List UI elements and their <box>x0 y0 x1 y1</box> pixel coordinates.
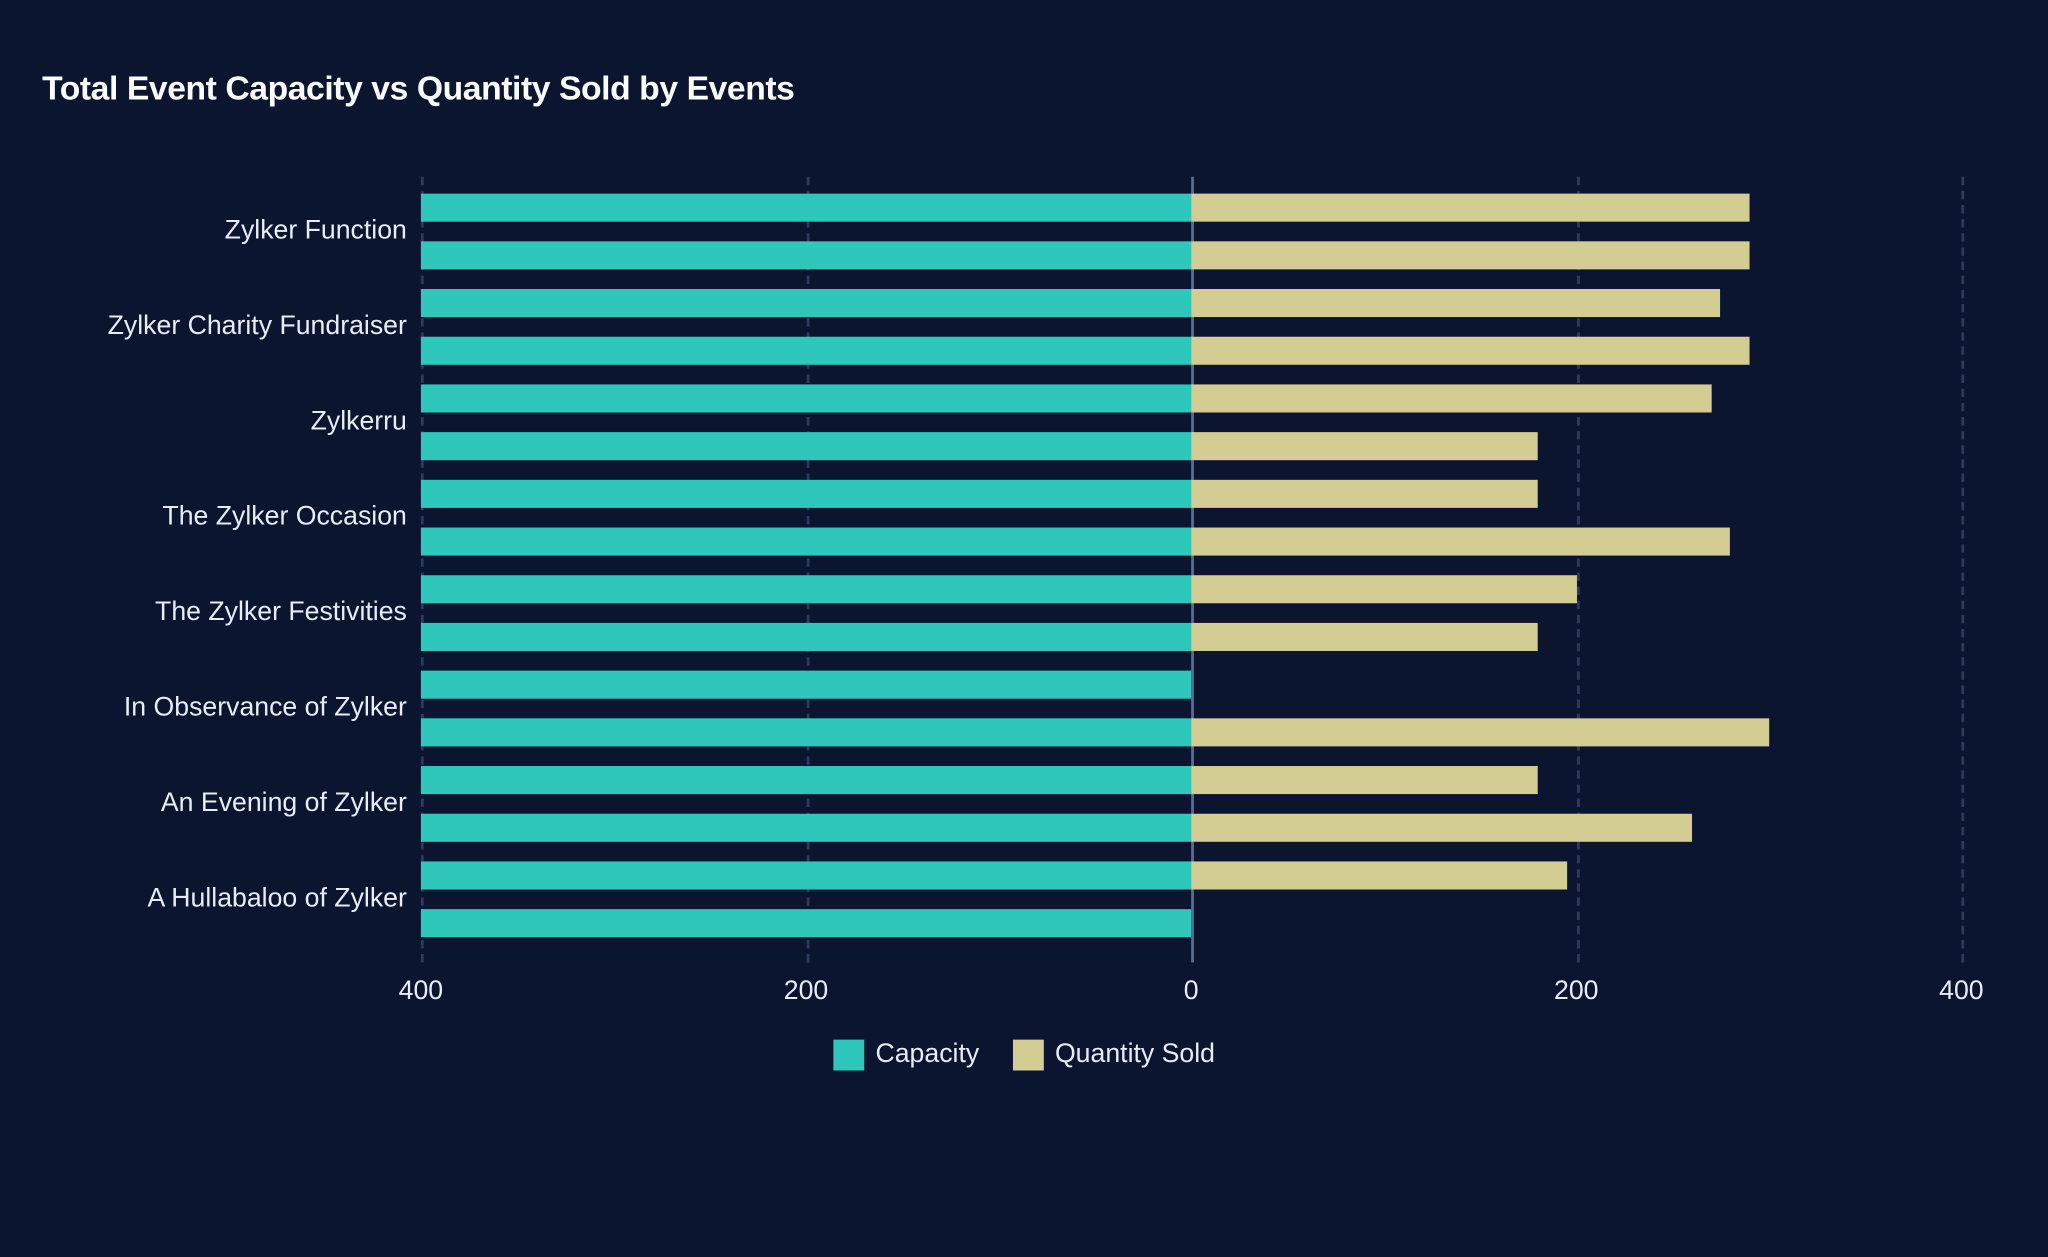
bar-quantity-sold <box>1191 241 1749 269</box>
bar-row <box>421 241 1961 269</box>
bar-row <box>421 528 1961 556</box>
bar-row <box>421 337 1961 365</box>
chart-title: Total Event Capacity vs Quantity Sold by… <box>42 70 2006 109</box>
bar-capacity <box>421 432 1191 460</box>
bar-quantity-sold <box>1191 480 1538 508</box>
bar-row <box>421 432 1961 460</box>
y-axis-category-label: The Zylker Occasion <box>42 504 407 532</box>
chart-legend: Capacity Quantity Sold <box>42 1040 2006 1071</box>
x-axis-tick-label: 200 <box>784 976 828 1007</box>
legend-label-quantity-sold: Quantity Sold <box>1055 1040 1215 1071</box>
bar-quantity-sold <box>1191 337 1749 365</box>
x-axis-tick-label: 400 <box>399 976 443 1007</box>
bar-quantity-sold <box>1191 718 1769 746</box>
bar-capacity <box>421 671 1191 699</box>
y-axis-category-label: Zylkerru <box>42 408 407 436</box>
y-axis-category-label: An Evening of Zylker <box>42 790 407 818</box>
bar-quantity-sold <box>1191 289 1721 317</box>
bar-capacity <box>421 766 1191 794</box>
bar-quantity-sold <box>1191 432 1538 460</box>
bar-row <box>421 861 1961 889</box>
legend-item-quantity-sold: Quantity Sold <box>1013 1040 1215 1071</box>
bar-row <box>421 480 1961 508</box>
bar-quantity-sold <box>1191 766 1538 794</box>
x-axis-tick-label: 200 <box>1554 976 1598 1007</box>
y-axis-category-label: The Zylker Festivities <box>42 599 407 627</box>
bar-quantity-sold <box>1191 384 1711 412</box>
bar-capacity <box>421 718 1191 746</box>
bar-row <box>421 766 1961 794</box>
y-axis-category-label: Zylker Function <box>42 217 407 245</box>
bar-capacity <box>421 241 1191 269</box>
bar-quantity-sold <box>1191 623 1538 651</box>
chart-area: Capacity Quantity Sold 4002000200400Zylk… <box>42 177 2006 1047</box>
bar-capacity <box>421 814 1191 842</box>
y-axis-category-label: Zylker Charity Fundraiser <box>42 313 407 341</box>
bar-row <box>421 718 1961 746</box>
bar-row <box>421 909 1961 937</box>
legend-swatch-quantity-sold <box>1013 1040 1044 1071</box>
bar-quantity-sold <box>1191 528 1730 556</box>
x-axis-tick-label: 400 <box>1939 976 1983 1007</box>
bar-row <box>421 671 1961 699</box>
bar-capacity <box>421 194 1191 222</box>
bar-quantity-sold <box>1191 814 1692 842</box>
x-axis-tick-label: 0 <box>1184 976 1199 1007</box>
bar-row <box>421 623 1961 651</box>
bar-capacity <box>421 337 1191 365</box>
legend-label-capacity: Capacity <box>875 1040 979 1071</box>
legend-swatch-capacity <box>833 1040 864 1071</box>
bar-capacity <box>421 480 1191 508</box>
bar-capacity <box>421 623 1191 651</box>
bar-capacity <box>421 528 1191 556</box>
bar-row <box>421 384 1961 412</box>
bar-capacity <box>421 289 1191 317</box>
bar-capacity <box>421 384 1191 412</box>
axis-grid-line <box>1961 177 1964 963</box>
bar-row <box>421 814 1961 842</box>
bar-row <box>421 575 1961 603</box>
bar-row <box>421 194 1961 222</box>
bar-capacity <box>421 575 1191 603</box>
bar-quantity-sold <box>1191 861 1566 889</box>
chart-plot <box>421 177 1961 963</box>
y-axis-category-label: A Hullabaloo of Zylker <box>42 885 407 913</box>
bar-capacity <box>421 909 1191 937</box>
legend-item-capacity: Capacity <box>833 1040 979 1071</box>
y-axis-category-label: In Observance of Zylker <box>42 694 407 722</box>
bar-row <box>421 289 1961 317</box>
bar-capacity <box>421 861 1191 889</box>
bar-quantity-sold <box>1191 194 1749 222</box>
bar-quantity-sold <box>1191 575 1576 603</box>
